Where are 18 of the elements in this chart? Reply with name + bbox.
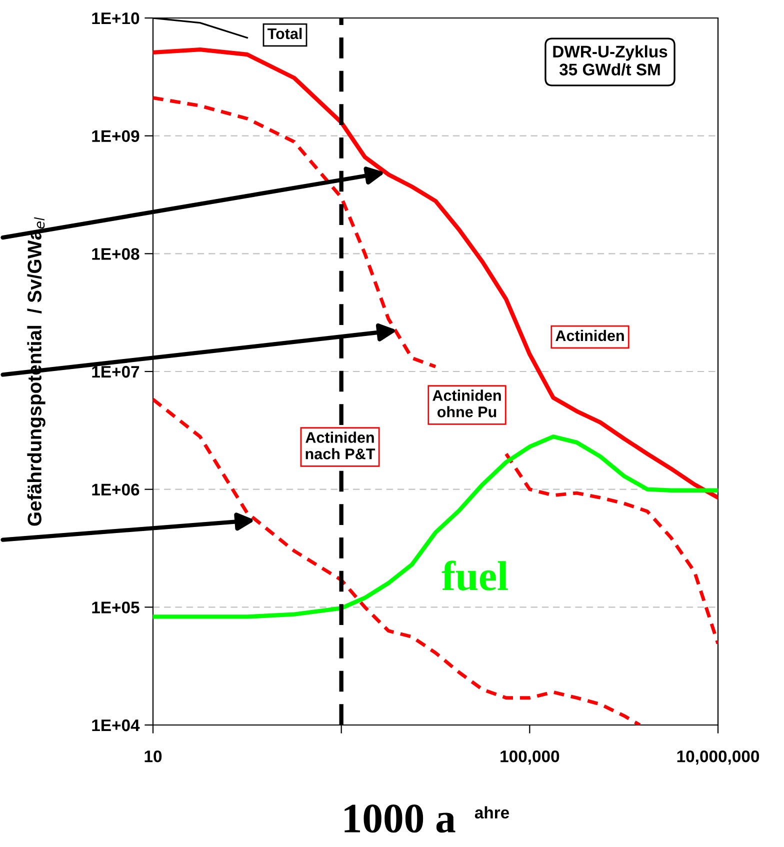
- series-label: Actiniden: [556, 330, 624, 342]
- y-tick-label: 1E+08: [92, 248, 140, 260]
- ref-line-label: 1000 a: [344, 804, 456, 833]
- y-tick-label: 1E+10: [92, 12, 140, 24]
- y-tick-label: 1E+06: [92, 484, 140, 496]
- series-label: Actiniden ohne Pu: [432, 390, 501, 418]
- x-tick-label: 10: [144, 750, 162, 762]
- series-label: fuel: [442, 560, 508, 591]
- text: Actiniden nach P&T: [306, 432, 376, 460]
- y-tick-label: 1E+09: [92, 130, 140, 142]
- x-tick-label: 10,000,000: [677, 750, 760, 765]
- annotation: DWR-U-Zyklus 35 GWd/t SM: [553, 45, 668, 76]
- x-tick-label: 100,000: [500, 750, 560, 765]
- x-axis-title: ahre: [474, 806, 510, 819]
- y-tick-label: 1E+04: [92, 719, 140, 732]
- y-tick-label: 1E+07: [92, 366, 140, 378]
- y-tick-label: 1E+05: [92, 602, 140, 614]
- series-label: Total: [267, 28, 302, 40]
